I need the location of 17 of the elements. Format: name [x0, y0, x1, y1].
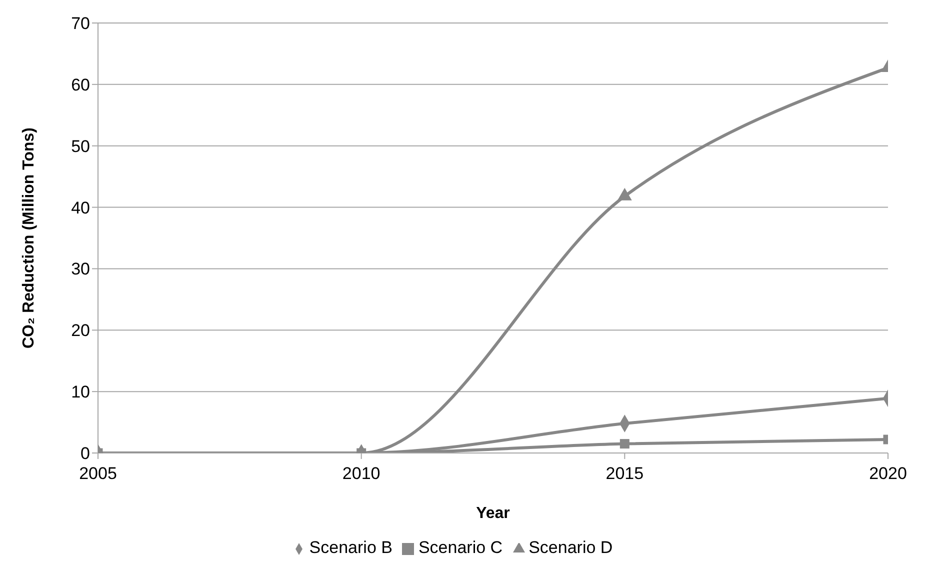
x-tick-label: 2010 [342, 464, 380, 484]
y-tick-label: 0 [80, 444, 90, 464]
y-tick-label: 10 [71, 382, 90, 402]
y-tick-label: 30 [71, 260, 90, 279]
y-tick-label: 40 [71, 198, 90, 218]
legend-label: Scenario B [309, 538, 392, 557]
y-tick-label: 20 [71, 321, 90, 340]
y-tick-label: 70 [71, 14, 90, 34]
y-tick-label: 50 [71, 136, 90, 156]
y-axis-title: CO₂ Reduction (Million Tons) [20, 127, 38, 349]
x-tick-label: 2015 [606, 464, 644, 484]
legend-label: Scenario C [418, 538, 503, 557]
x-tick-label: 2020 [869, 464, 907, 484]
y-tick-label: 60 [71, 75, 90, 94]
x-tick-label: 2005 [79, 464, 117, 484]
x-axis-title: Year [476, 505, 510, 522]
legend-label: Scenario D [528, 538, 613, 557]
